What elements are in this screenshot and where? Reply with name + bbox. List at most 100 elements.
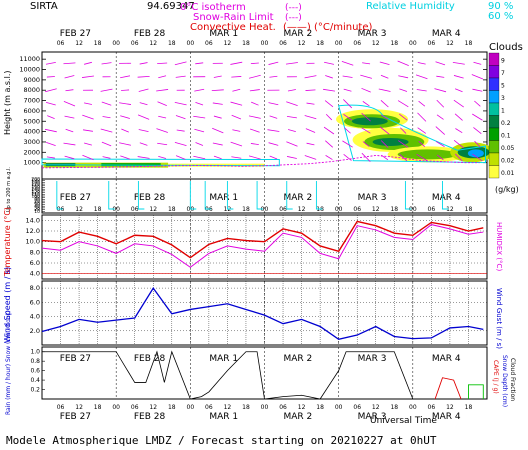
lowlevel-ytick-label-2: 30 — [34, 205, 40, 211]
wind-arrow — [398, 75, 409, 79]
temp-ytick-label-1: 6.0 — [30, 259, 40, 267]
isotherm-line — [41, 154, 480, 169]
wind-arrow — [194, 128, 205, 133]
wind-arrow — [399, 113, 408, 121]
wind-arrow — [304, 75, 317, 79]
lowlevel-hour-label-4: 06 — [131, 206, 139, 213]
colorbar-swatch-4 — [488, 102, 500, 116]
clouds-ytick-label-2: 3000 — [23, 138, 40, 146]
wind-arrow — [454, 88, 463, 93]
clouds-ytick-label-4: 5000 — [23, 117, 40, 125]
wind-arrow — [268, 102, 279, 106]
wind-arrow — [362, 141, 370, 147]
wind-arrow — [174, 142, 187, 147]
top-hour-label-21: 12 — [446, 40, 454, 47]
top-hour-label-13: 12 — [298, 40, 306, 47]
rh-contour-90 — [338, 104, 487, 164]
lowlevel-hour-label-5: 12 — [149, 206, 157, 213]
wind-arrow — [230, 101, 243, 106]
colorbar-swatch-7 — [488, 140, 500, 154]
wind-arrow — [416, 89, 427, 92]
precip-ytick-label-0: 0.2 — [30, 387, 40, 394]
wind-arrow — [324, 100, 334, 108]
colorbar-unit: (g/kg) — [495, 185, 519, 194]
wind-arrow — [399, 88, 408, 92]
wind-arrow — [472, 88, 483, 92]
wind-arrow — [287, 89, 296, 92]
lowlevel-hour-label-19: 00 — [409, 206, 417, 213]
lowlevel-hour-label-9: 12 — [224, 206, 232, 213]
clouds-ytick-label-0: 1000 — [23, 159, 40, 167]
humidex-ylabel: HUMIDEX (°C) — [495, 222, 503, 271]
wind-arrow — [212, 102, 223, 105]
wind-arrow — [156, 89, 169, 92]
lowlevel-hour-label-18: 18 — [390, 206, 398, 213]
precip-date-label-4: MAR 3 — [358, 354, 387, 364]
colorbar-label-2: 5 — [501, 82, 505, 89]
wind-arrow — [380, 140, 389, 148]
wind-arrow — [454, 113, 463, 121]
bottom-hour-label-3: 00 — [112, 404, 120, 411]
wind-arrow — [344, 127, 351, 134]
lowlevel-ytick-label-3: 40 — [34, 204, 40, 210]
wind-arrow — [138, 88, 149, 92]
wind-arrow — [362, 101, 370, 107]
clouds-ytick-label-10: 11000 — [19, 55, 40, 63]
wind-arrow — [435, 61, 446, 66]
cloud-mass-mid — [372, 137, 409, 146]
windgust-ylabel: Wind Gust (m / s) — [495, 288, 503, 349]
lowlevel-hour-label-10: 18 — [242, 206, 250, 213]
top-hour-label-20: 06 — [428, 40, 436, 47]
lowlevel-ytick-label-9: 100 — [31, 194, 40, 200]
wind-arrow — [45, 101, 56, 106]
wind-arrow — [325, 113, 333, 121]
temp-ytick-label-4: 12.0 — [26, 227, 40, 235]
wind-arrow — [195, 101, 204, 106]
wind-arrow — [362, 62, 371, 65]
wind-arrow — [119, 142, 132, 146]
colorbar-label-4: 1 — [501, 107, 505, 114]
top-hour-label-1: 12 — [75, 40, 83, 47]
wind-arrow — [343, 154, 352, 161]
colorbar-label-7: 0.05 — [501, 145, 515, 152]
wind-arrow — [65, 89, 74, 92]
top-hour-label-14: 18 — [316, 40, 324, 47]
legend-isotherm: 0°C isotherm — [180, 2, 246, 13]
colorbar-title: Clouds — [489, 42, 523, 53]
snowdepth-ylabel: Snow Depth (cm) — [501, 355, 508, 407]
wind-arrow — [120, 115, 130, 119]
wind-arrow — [174, 102, 187, 106]
lowlevel-hour-label-20: 06 — [428, 206, 436, 213]
wind-arrow — [436, 75, 445, 78]
wind-arrow — [286, 141, 298, 147]
wind-arrow — [157, 142, 168, 146]
wind-arrow — [64, 155, 75, 160]
top-hour-label-8: 06 — [205, 40, 213, 47]
top-hour-label-18: 18 — [390, 40, 398, 47]
bottom-hour-label-8: 06 — [205, 404, 213, 411]
wind-arrow — [398, 140, 409, 148]
wind-arrow — [267, 129, 280, 132]
wind-arrow — [174, 61, 187, 66]
wind-arrow — [47, 115, 55, 120]
wind-arrow — [473, 127, 482, 134]
wind-arrow — [343, 88, 352, 92]
wind-arrow — [453, 99, 464, 108]
bottom-hour-label-10: 18 — [242, 404, 250, 411]
wind-arrow — [323, 126, 335, 135]
lowlevel-date-label-2: MAR 1 — [209, 193, 238, 203]
wind-arrow — [46, 156, 55, 159]
bottom-hour-label-22: 18 — [465, 404, 473, 411]
wind-arrow — [435, 126, 446, 135]
wind-arrow — [101, 101, 112, 106]
colorbar-swatch-3 — [488, 90, 500, 104]
lowlevel-date-label-5: MAR 4 — [432, 193, 461, 203]
lowlevel-hour-label-0: 06 — [57, 206, 65, 213]
wind-arrow — [474, 140, 481, 148]
top-hour-label-2: 18 — [94, 40, 102, 47]
lowlevel-date-label-4: MAR 3 — [358, 193, 387, 203]
top-hour-label-7: 00 — [187, 40, 195, 47]
station-title: SIRTA — [30, 1, 58, 12]
lowlevel-rh-contour — [404, 181, 412, 210]
